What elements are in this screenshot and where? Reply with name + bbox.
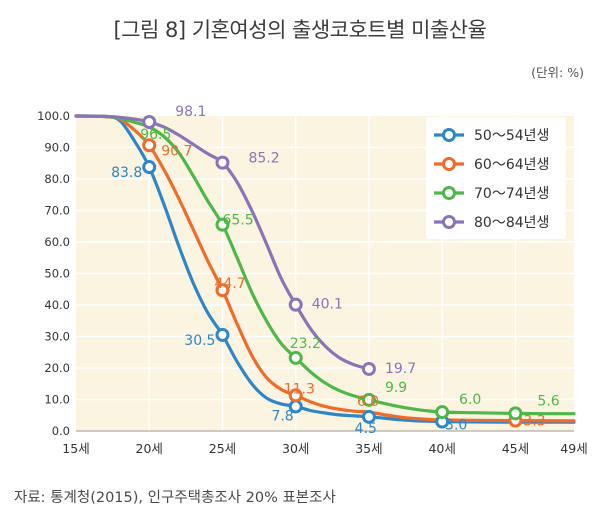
legend-swatch-marker — [442, 215, 456, 229]
y-tick-label: 80.0 — [44, 172, 70, 186]
data-label: 44.7 — [214, 276, 245, 292]
data-label: 98.1 — [175, 104, 206, 120]
data-label: 83.8 — [111, 165, 142, 181]
y-tick-label: 20.0 — [44, 361, 70, 375]
legend-swatch-marker — [442, 157, 456, 171]
data-label: 19.7 — [385, 361, 416, 377]
data-label: 23.2 — [290, 336, 321, 352]
data-label: 40.1 — [312, 297, 343, 313]
y-tick-label: 60.0 — [44, 235, 70, 249]
y-tick-label: 10.0 — [44, 393, 70, 407]
source-note: 자료: 통계청(2015), 인구주택총조사 20% 표본조사 — [14, 490, 336, 506]
legend-label: 80～84년생 — [474, 215, 549, 231]
series-line — [74, 114, 371, 371]
data-label: 11.3 — [284, 381, 315, 397]
data-point — [361, 361, 376, 376]
data-point — [435, 405, 450, 420]
data-point — [361, 409, 376, 424]
legend-label: 60～64년생 — [474, 157, 549, 173]
data-label: 96.5 — [140, 127, 171, 143]
data-point — [142, 160, 157, 175]
data-label: 85.2 — [248, 151, 279, 167]
x-tick-label: 45세 — [502, 441, 529, 456]
data-point — [215, 155, 230, 170]
legend-box — [426, 117, 566, 239]
y-tick-label: 70.0 — [44, 204, 70, 218]
data-label: 3.3 — [523, 414, 545, 430]
data-label: 6.0 — [357, 394, 379, 410]
data-label: 90.7 — [161, 143, 192, 159]
y-tick-label: 30.0 — [44, 330, 70, 344]
data-label: 9.9 — [385, 380, 407, 396]
data-point — [142, 114, 157, 129]
y-tick-label: 100.0 — [37, 109, 70, 123]
data-point — [508, 406, 523, 421]
data-label: 4.5 — [355, 421, 377, 437]
data-point — [215, 217, 230, 232]
data-point — [142, 138, 157, 153]
x-tick-label: 40세 — [428, 441, 455, 456]
y-tick-label: 40.0 — [44, 298, 70, 312]
data-label: 5.6 — [537, 393, 559, 409]
data-point — [215, 283, 230, 298]
data-label: 6.0 — [459, 392, 481, 408]
data-point — [361, 392, 376, 407]
x-tick-label: 20세 — [136, 441, 163, 456]
data-point — [288, 297, 303, 312]
y-tick-label: 0.0 — [52, 424, 70, 438]
y-tick-label: 50.0 — [44, 267, 70, 281]
x-tick-label: 49세 — [560, 441, 587, 456]
unit-label: (단위: %) — [531, 65, 584, 80]
x-tick-label: 35세 — [355, 441, 382, 456]
legend-label: 70～74년생 — [474, 186, 549, 202]
legend-label: 50～54년생 — [474, 128, 549, 144]
series-line — [74, 114, 576, 423]
data-point — [215, 327, 230, 342]
legend-swatch-marker — [442, 128, 456, 142]
y-tick-label: 90.0 — [44, 141, 70, 155]
data-label: 65.5 — [222, 213, 253, 229]
data-label: 30.5 — [184, 333, 215, 349]
chart-title: [그림 8] 기혼여성의 출생코호트별 미출산율 — [113, 18, 487, 42]
x-tick-label: 30세 — [282, 441, 309, 456]
data-label: 7.8 — [271, 408, 293, 424]
series-line — [74, 114, 576, 424]
data-label: 3.0 — [445, 418, 467, 434]
x-tick-label: 25세 — [209, 441, 236, 456]
data-point — [288, 350, 303, 365]
x-tick-label: 15세 — [62, 441, 89, 456]
legend-swatch-marker — [442, 186, 456, 200]
data-point — [288, 388, 303, 403]
